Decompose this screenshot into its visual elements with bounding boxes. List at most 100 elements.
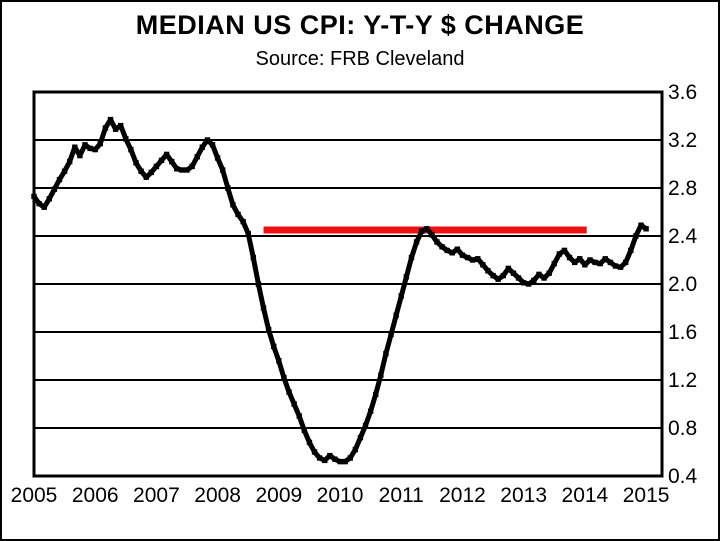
data-point-marker xyxy=(444,247,450,254)
y-tick-label: 1.6 xyxy=(668,321,697,344)
x-tick-label: 2013 xyxy=(500,484,547,507)
data-point-marker xyxy=(36,200,42,207)
data-point-marker xyxy=(541,275,547,281)
data-point-marker xyxy=(408,254,415,261)
y-tick-label: 0.8 xyxy=(668,417,697,440)
data-point-marker xyxy=(158,157,165,164)
data-point-marker xyxy=(551,260,557,267)
data-point-marker xyxy=(332,456,338,462)
data-point-marker xyxy=(561,247,568,254)
y-tick-label: 3.2 xyxy=(668,129,697,152)
data-point-marker xyxy=(214,155,221,161)
data-point-marker xyxy=(97,140,104,147)
data-point-marker xyxy=(265,326,272,333)
data-point-marker xyxy=(434,239,440,245)
data-point-marker xyxy=(495,276,501,282)
data-point-marker xyxy=(102,125,109,131)
data-point-marker xyxy=(250,254,257,261)
x-tick-label: 2006 xyxy=(72,484,119,507)
data-point-marker xyxy=(128,146,134,153)
chart-title: MEDIAN US CPI: Y-T-Y $ CHANGE xyxy=(135,10,585,40)
data-point-marker xyxy=(357,434,364,441)
x-tick-label: 2005 xyxy=(11,484,58,507)
data-point-marker xyxy=(56,176,63,183)
data-point-marker xyxy=(194,154,200,160)
data-point-marker xyxy=(143,174,149,180)
data-point-marker xyxy=(204,137,211,143)
data-point-marker xyxy=(607,259,614,266)
data-point-marker xyxy=(291,401,297,407)
data-point-marker xyxy=(240,218,246,225)
data-point-marker xyxy=(378,372,384,378)
median-cpi-line xyxy=(31,117,649,465)
data-point-marker xyxy=(184,167,190,173)
data-point-marker xyxy=(383,350,389,357)
chart-source: Source: FRB Cleveland xyxy=(255,47,465,70)
data-point-marker xyxy=(566,254,573,261)
data-point-marker xyxy=(582,262,588,268)
data-point-marker xyxy=(46,196,53,202)
plot-frame xyxy=(32,90,664,478)
data-point-marker xyxy=(189,163,195,170)
y-tick-label: 2.8 xyxy=(668,177,697,200)
data-point-marker xyxy=(480,262,486,268)
data-point-marker xyxy=(531,277,537,284)
x-tick-label: 2010 xyxy=(317,484,364,507)
chart-header: MEDIAN US CPI: Y-T-Y $ CHANGE Source: FR… xyxy=(2,2,718,71)
data-point-marker xyxy=(311,449,318,455)
data-point-marker xyxy=(92,146,98,153)
x-tick-label: 2015 xyxy=(623,484,670,507)
data-point-marker xyxy=(107,116,114,123)
data-point-marker xyxy=(322,457,328,464)
data-point-marker xyxy=(133,160,139,166)
data-point-marker xyxy=(163,151,170,158)
data-point-marker xyxy=(469,257,476,263)
data-point-marker xyxy=(638,222,644,228)
data-point-marker xyxy=(235,211,241,218)
data-point-marker xyxy=(179,167,185,173)
data-point-marker xyxy=(301,427,308,434)
data-point-marker xyxy=(388,331,394,338)
data-point-marker xyxy=(515,275,522,281)
data-point-marker xyxy=(449,250,455,256)
data-point-marker xyxy=(138,168,144,174)
data-point-marker xyxy=(245,230,251,237)
data-point-marker xyxy=(281,374,287,381)
x-tick-label: 2011 xyxy=(379,484,424,507)
data-point-marker xyxy=(592,259,598,266)
data-point-marker xyxy=(306,439,313,446)
data-point-marker xyxy=(276,358,282,364)
data-point-marker xyxy=(424,226,430,232)
data-point-marker xyxy=(403,274,410,280)
data-point-marker xyxy=(352,446,359,453)
data-point-marker xyxy=(526,281,532,287)
data-point-marker xyxy=(617,264,624,270)
data-point-marker xyxy=(342,458,348,465)
data-point-marker xyxy=(587,257,593,263)
data-point-marker xyxy=(413,239,420,245)
data-point-marker xyxy=(429,232,435,238)
data-point-marker xyxy=(459,252,466,258)
data-point-marker xyxy=(418,228,425,234)
x-tick-label: 2007 xyxy=(133,484,180,507)
data-point-marker xyxy=(148,169,155,176)
data-point-marker xyxy=(255,281,262,287)
data-point-marker xyxy=(643,226,649,232)
data-point-marker xyxy=(485,268,491,274)
data-point-marker xyxy=(439,244,445,250)
data-point-marker xyxy=(77,152,83,159)
data-point-marker xyxy=(112,126,119,132)
data-point-marker xyxy=(174,166,180,172)
data-point-marker xyxy=(464,254,471,261)
y-tick-label: 0.4 xyxy=(668,465,698,488)
data-point-marker xyxy=(571,259,578,266)
data-point-marker xyxy=(373,391,379,398)
data-point-marker xyxy=(230,202,236,208)
y-tick-label: 2.4 xyxy=(668,225,698,248)
data-point-marker xyxy=(536,271,542,278)
data-point-marker xyxy=(61,168,68,174)
data-point-marker xyxy=(622,259,629,266)
data-point-marker xyxy=(260,305,267,311)
data-point-marker xyxy=(475,256,481,262)
